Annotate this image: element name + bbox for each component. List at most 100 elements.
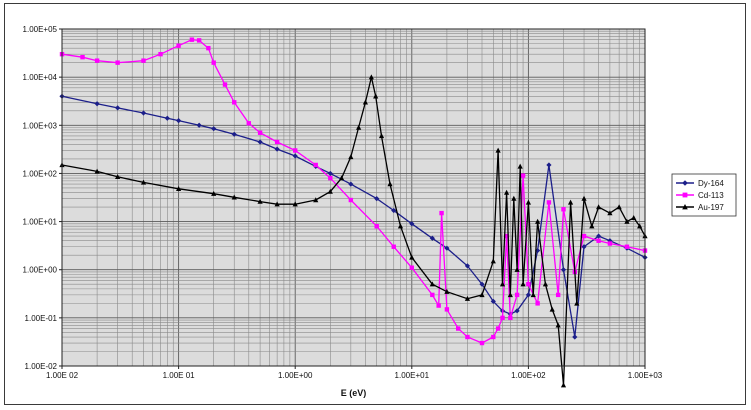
data-point-au-197 [94,168,100,174]
x-axis-title: E (eV) [341,388,367,398]
data-point-au-197 [589,223,595,229]
data-point-cd-113 [257,130,263,135]
data-point-cd-113 [158,51,163,57]
data-point-cd-113 [374,224,379,229]
data-point-dy-164 [479,281,485,287]
x-tick-label: 1.00E+01 [395,371,430,380]
data-point-cd-113 [232,100,237,105]
data-point-cd-113 [520,173,526,178]
data-point-au-197 [211,190,217,196]
data-point-cd-113 [206,45,211,51]
data-point-au-197 [520,281,526,287]
data-point-au-197 [444,288,450,294]
data-point-au-197 [560,382,567,388]
data-point-cd-113 [391,244,396,249]
data-point-au-197 [596,204,602,210]
data-point-cd-113 [535,301,540,306]
data-point-dy-164 [596,233,602,239]
data-point-au-197 [624,218,630,224]
data-point-au-197 [507,292,513,298]
data-point-cd-113 [328,175,333,181]
data-point-dy-164 [514,308,520,314]
data-point-au-197 [327,188,333,194]
x-tick-label: 1.00E 02 [46,371,79,380]
data-point-cd-113 [222,82,228,87]
data-point-dy-164 [348,181,354,187]
data-point-cd-113 [607,241,613,246]
series-au-197 [59,74,648,388]
plot-background [62,29,645,366]
data-point-au-197 [231,194,237,200]
data-point-cd-113 [436,303,441,308]
data-point-au-197 [616,204,622,210]
y-tick-label: 1.00E+02 [23,169,58,178]
data-point-cd-113 [596,238,601,243]
data-point-au-197 [517,163,523,169]
data-point-cd-113 [546,200,552,205]
data-point-dy-164 [164,115,170,121]
data-point-au-197 [631,214,637,220]
legend-label: Au-197 [698,203,724,212]
data-point-au-197 [313,197,319,203]
legend: Dy-164 Cd-113 Au-197 [671,173,737,217]
data-point-cd-113 [80,54,85,60]
data-point-au-197 [378,133,385,139]
data-point-au-197 [499,281,506,287]
legend-item-au-197: Au-197 [676,203,724,212]
data-point-au-197 [257,198,263,204]
data-point-dy-164 [572,334,578,340]
data-point-dy-164 [391,207,397,214]
data-point-cd-113 [479,340,485,346]
data-point-au-197 [503,189,510,195]
data-point-cd-113 [526,282,531,287]
data-point-dy-164 [292,153,298,159]
data-point-dy-164 [525,292,531,298]
data-point-dy-164 [274,146,280,152]
legend-label: Dy-164 [698,179,724,188]
data-point-au-197 [140,179,147,185]
data-point-cd-113 [348,197,354,203]
data-point-dy-164 [581,244,587,250]
data-point-au-197 [356,124,362,130]
gridlines [61,29,645,367]
data-point-au-197 [429,281,435,287]
data-point-dy-164 [327,170,333,177]
y-tick-label: 1.00E-02 [25,362,58,371]
data-point-cd-113 [430,292,435,298]
data-point-au-197 [479,292,485,298]
data-point-au-197 [274,201,280,207]
data-point-dy-164 [176,118,182,124]
plot-area [62,29,645,366]
data-point-cd-113 [141,58,146,63]
data-point-au-197 [348,154,354,160]
data-point-cd-113 [504,233,509,239]
axes [61,28,646,367]
legend-label: Cd-113 [698,191,724,200]
data-point-cd-113 [561,207,566,212]
data-point-dy-164 [196,122,202,128]
data-point-cd-113 [176,43,181,48]
x-tick-label: 1.00E 01 [163,371,196,380]
data-point-cd-113 [624,244,630,249]
series-dy-164 [59,93,648,340]
data-point-dy-164 [409,221,415,227]
data-point-cd-113 [455,326,461,331]
data-point-cd-113 [189,37,195,42]
y-tick-label: 1.00E+03 [23,121,58,130]
data-point-dy-164 [374,196,380,202]
data-point-cd-113 [439,210,444,216]
data-point-dy-164 [231,131,237,137]
data-point-au-197 [525,199,531,205]
data-point-au-197 [511,195,517,201]
data-point-au-197 [581,195,587,201]
data-point-au-197 [530,292,536,298]
data-point-cd-113 [211,60,216,65]
legend-item-dy-164: Dy-164 [676,179,724,188]
data-point-au-197 [373,93,379,99]
data-point-au-197 [495,147,501,153]
data-point-cd-113 [115,60,120,65]
series-layer [59,37,648,388]
data-point-cd-113 [246,121,252,126]
y-tick-labels: 1.00E-02 1.00E-01 1.00E+00 1.00E+01 1.00E+02… [23,25,62,371]
data-point-cd-113 [444,307,450,312]
